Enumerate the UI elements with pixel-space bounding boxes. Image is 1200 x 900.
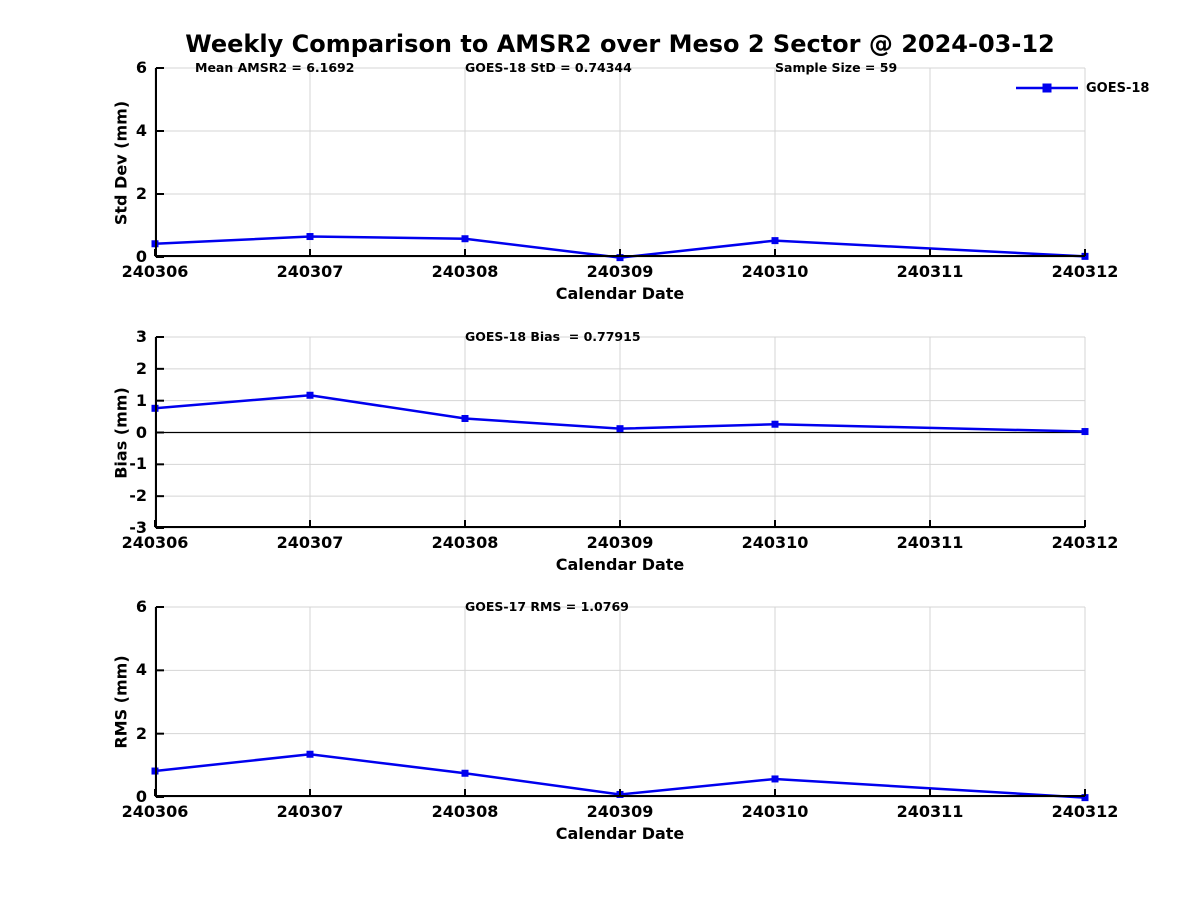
data-point-marker: [616, 425, 624, 433]
y-tick-label: 3: [135, 327, 147, 346]
x-tick-labels: 240306 240307 240308 240309 240310 240311 2403…: [122, 262, 1119, 282]
data-point-marker: [771, 420, 779, 428]
data-point-marker: [306, 233, 314, 241]
data-point-marker: [616, 254, 624, 262]
x-tick-label: 240312: [1051, 533, 1119, 552]
annotation-goes18-bias: GOES-18 Bias = 0.77915: [465, 329, 641, 344]
annotation-sample-size: Sample Size = 59: [775, 60, 898, 75]
subplot-std-dev: Std Dev (mm) Calendar Date Mean AMSR2 = …: [112, 58, 1119, 303]
y-tick-label: 2: [135, 723, 147, 743]
data-point-marker: [461, 414, 469, 422]
series-line-GOES-18: [154, 752, 1086, 799]
data-point-marker: [1081, 794, 1089, 802]
y-tick-label: 4: [135, 660, 147, 680]
series-line-GOES-18: [154, 235, 1086, 259]
bias-plot-area: [151, 336, 1089, 529]
std-dev-plot-area: [151, 67, 1089, 262]
y-tick-labels: -3 -2 -1 0 1 2 3: [102, 327, 147, 537]
y-tick-label: 0: [135, 787, 147, 806]
x-tick-label: 240309: [586, 802, 654, 821]
x-tick-label: 240310: [741, 262, 809, 281]
annotation-mean-amsr2: Mean AMSR2 = 6.1692: [195, 60, 355, 75]
x-axis-label: Calendar Date: [555, 824, 685, 843]
x-tick-label: 240307: [276, 533, 344, 552]
x-axis-label: Calendar Date: [555, 555, 685, 574]
y-tick-label: -3: [129, 518, 147, 537]
x-tick-label: 240306: [121, 262, 189, 281]
x-tick-labels: 240306 240307 240308 240309 240310 240311 2403…: [122, 533, 1119, 553]
subplot-rms: RMS (mm) Calendar Date GOES-17 RMS = 1.0…: [112, 597, 1119, 843]
x-tick-label: 240310: [741, 802, 809, 821]
x-tick-label: 240311: [896, 802, 964, 821]
x-tick-labels: 240306 240307 240308 240309 240310 240311 2403…: [122, 802, 1119, 822]
y-tick-label: 4: [135, 121, 147, 140]
legend-label: GOES-18: [1086, 80, 1150, 96]
x-tick-label: 240309: [586, 533, 654, 552]
x-tick-label: 240307: [276, 262, 344, 281]
x-tick-label: 240308: [431, 802, 499, 821]
legend-line-icon: [1016, 83, 1078, 93]
y-tick-label: 0: [135, 247, 147, 266]
data-point-marker: [1081, 428, 1089, 436]
x-tick-label: 240306: [121, 533, 189, 552]
x-tick-label: 240308: [431, 533, 499, 552]
data-point-marker: [306, 391, 314, 399]
x-tick-label: 240312: [1051, 262, 1119, 281]
legend: GOES-18: [1015, 80, 1149, 96]
series-line-GOES-18: [154, 393, 1086, 433]
y-tick-label: 6: [135, 58, 147, 77]
x-tick-label: 240310: [741, 533, 809, 552]
data-point-marker: [771, 775, 779, 783]
annotation-goes17-rms: GOES-17 RMS = 1.0769: [465, 599, 629, 614]
subplot-bias: Bias (mm) Calendar Date GOES-18 Bias = 0…: [112, 327, 1119, 574]
data-point-marker: [771, 237, 779, 245]
y-tick-labels: 0 2 4 6: [102, 58, 147, 266]
x-tick-label: 240311: [896, 262, 964, 281]
x-tick-label: 240306: [121, 802, 189, 821]
y-tick-label: 0: [135, 422, 147, 442]
data-point-marker: [461, 769, 469, 777]
y-tick-label: 2: [135, 184, 147, 203]
x-tick-label: 240312: [1051, 802, 1119, 821]
y-tick-label: -1: [129, 454, 147, 474]
x-tick-label: 240308: [431, 262, 499, 281]
data-point-marker: [461, 235, 469, 243]
y-tick-label: 6: [135, 597, 147, 616]
y-tick-label: 2: [135, 358, 147, 378]
x-axis-label: Calendar Date: [555, 284, 685, 303]
figure-title: Weekly Comparison to AMSR2 over Meso 2 S…: [185, 30, 1055, 58]
y-tick-labels: 0 2 4 6: [102, 597, 147, 806]
annotation-goes18-std: GOES-18 StD = 0.74344: [465, 60, 632, 75]
x-tick-label: 240307: [276, 802, 344, 821]
y-tick-label: -2: [129, 486, 147, 506]
rms-plot-area: [151, 606, 1089, 802]
y-tick-label: 1: [135, 390, 147, 410]
x-tick-label: 240309: [586, 262, 654, 281]
data-point-marker: [306, 750, 314, 758]
x-tick-label: 240311: [896, 533, 964, 552]
